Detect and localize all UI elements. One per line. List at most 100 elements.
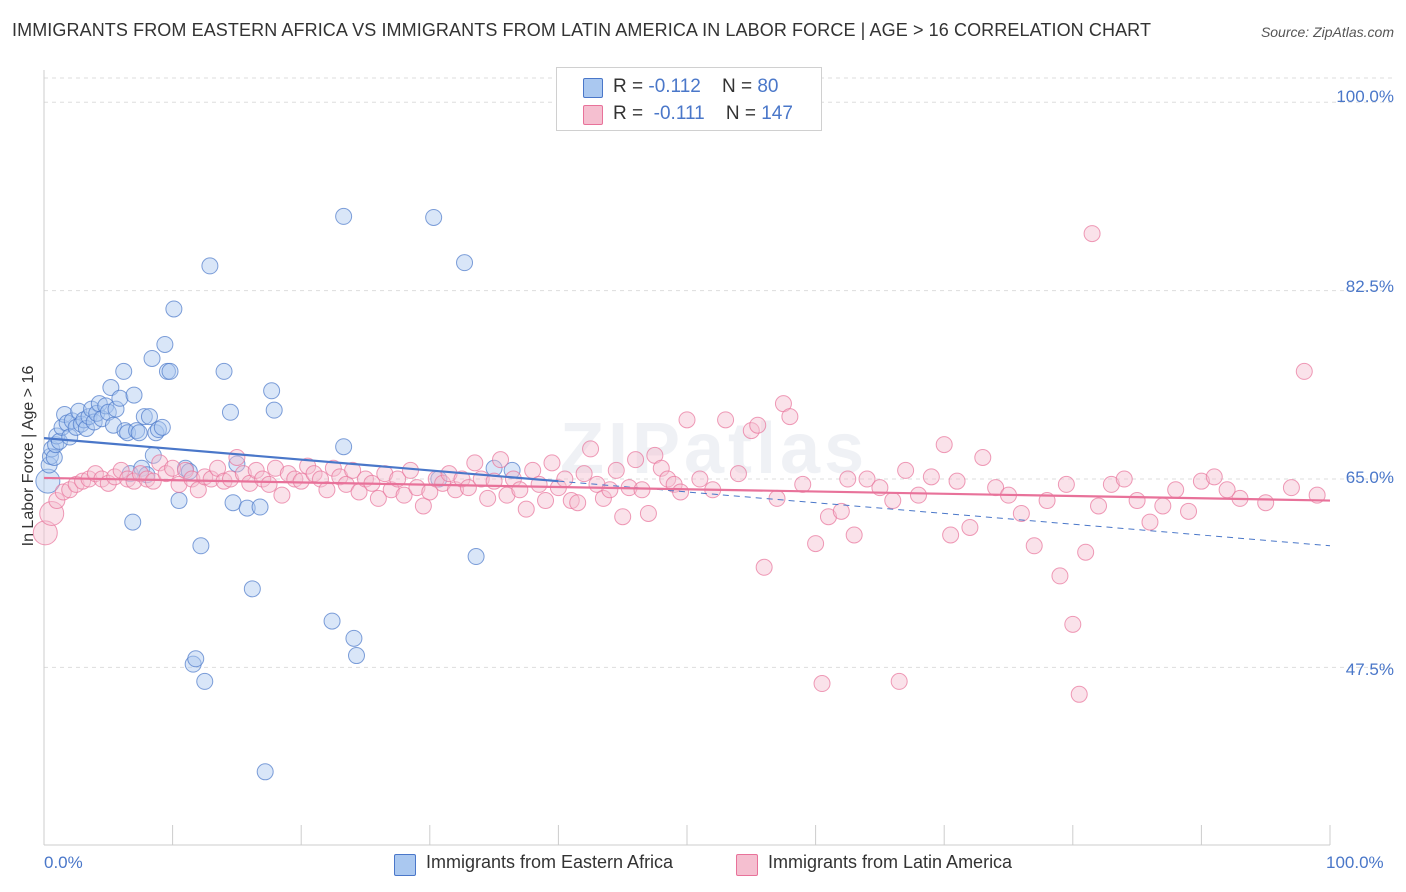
latin-america-point: [247, 461, 265, 479]
legend-label: Immigrants from Latin America: [768, 852, 1013, 872]
eastern-africa-point: [50, 432, 68, 450]
latin-america-point: [292, 472, 310, 490]
eastern-africa-point: [456, 254, 474, 272]
eastern-africa-point: [35, 468, 61, 494]
eastern-africa-point: [161, 362, 179, 380]
trend-line: [43, 437, 559, 483]
eastern-africa-point: [130, 424, 148, 442]
eastern-africa-point: [228, 455, 246, 473]
latin-america-point: [1012, 504, 1030, 522]
eastern-africa-point: [90, 395, 108, 413]
latin-america-point: [369, 489, 387, 507]
latin-america-point: [942, 526, 960, 544]
latin-america-point: [459, 479, 477, 497]
latin-america-point: [1051, 567, 1069, 585]
latin-america-point: [890, 672, 908, 690]
latin-america-point: [909, 486, 927, 504]
eastern-africa-point: [70, 402, 88, 420]
eastern-africa-point: [196, 672, 214, 690]
eastern-africa-point: [201, 257, 219, 275]
latin-america-point: [582, 440, 600, 458]
trend-line: [43, 476, 1331, 502]
latin-america-point: [749, 416, 767, 434]
eastern-africa-point: [323, 612, 341, 630]
eastern-africa-point: [467, 548, 485, 566]
latin-america-point: [691, 470, 709, 488]
legend-label: Immigrants from Eastern Africa: [426, 852, 674, 872]
latin-america-point: [678, 411, 696, 429]
latin-america-point: [402, 461, 420, 479]
latin-america-point: [819, 508, 837, 526]
latin-america-point: [176, 461, 194, 479]
legend-stats: R = -0.112 N = 80: [613, 76, 779, 97]
eastern-africa-point: [221, 403, 239, 421]
latin-america-point: [781, 408, 799, 426]
latin-america-point: [562, 492, 580, 510]
latin-america-point: [543, 454, 561, 472]
series-legend: Immigrants from Eastern Africa Immigrant…: [394, 852, 1054, 876]
eastern-africa-point: [156, 335, 174, 353]
latin-america-point: [106, 468, 124, 486]
latin-america-point: [324, 459, 342, 477]
eastern-africa-point: [153, 418, 171, 436]
eastern-africa-point: [215, 362, 233, 380]
y-tick-label: 47.5%: [1345, 660, 1394, 679]
latin-america-point: [575, 465, 593, 483]
latin-america-point: [652, 459, 670, 477]
latin-america-point: [974, 449, 992, 466]
latin-america-point: [1141, 513, 1159, 531]
eastern-africa-point: [165, 300, 183, 318]
latin-america-point: [639, 504, 657, 522]
pink-swatch-icon: [736, 854, 758, 876]
latin-america-point: [633, 481, 651, 499]
eastern-africa-point: [116, 422, 134, 440]
eastern-africa-point: [425, 208, 443, 226]
latin-america-point: [755, 558, 773, 576]
latin-america-point: [144, 472, 162, 490]
latin-america-point: [961, 518, 979, 536]
latin-america-point: [395, 486, 413, 504]
eastern-africa-point: [187, 650, 205, 668]
latin-america-point: [1090, 497, 1108, 515]
latin-america-point: [1180, 502, 1198, 520]
eastern-africa-point: [263, 382, 281, 400]
eastern-africa-point: [111, 389, 129, 407]
latin-america-point: [832, 502, 850, 520]
latin-america-point: [517, 500, 535, 518]
blue-swatch-icon: [583, 78, 603, 98]
latin-america-point: [768, 489, 786, 507]
latin-america-point: [266, 459, 284, 477]
latin-america-point: [948, 472, 966, 490]
latin-america-point: [453, 470, 471, 488]
y-tick-label: 100.0%: [1336, 87, 1394, 106]
latin-america-point: [1192, 472, 1210, 490]
latin-america-point: [1057, 475, 1075, 493]
eastern-africa-point: [192, 537, 210, 555]
eastern-africa-point: [224, 494, 242, 512]
trend-line-extrapolated: [558, 480, 1331, 547]
latin-america-point: [1115, 470, 1133, 488]
latin-america-point: [151, 454, 169, 472]
latin-america-point: [54, 483, 72, 501]
latin-america-point: [1295, 362, 1313, 380]
eastern-africa-point: [170, 492, 188, 510]
latin-america-point: [48, 492, 66, 510]
latin-america-point: [1083, 225, 1101, 243]
latin-america-point: [569, 494, 587, 512]
x-tick-label: 0.0%: [44, 853, 83, 872]
latin-america-point: [556, 470, 574, 488]
latin-america-point: [858, 470, 876, 488]
eastern-africa-point: [265, 401, 283, 419]
blue-swatch-icon: [394, 854, 416, 876]
source-label: Source: ZipAtlas.com: [1260, 24, 1394, 40]
latin-america-point: [839, 470, 857, 488]
latin-america-point: [1128, 492, 1146, 510]
correlation-legend: R = -0.112 N = 80 R = -0.111 N = 147: [556, 67, 822, 131]
eastern-africa-point: [335, 207, 353, 225]
latin-america-point: [717, 411, 735, 429]
latin-america-point: [479, 489, 497, 507]
eastern-africa-point: [335, 438, 353, 456]
latin-america-point: [39, 500, 65, 526]
latin-america-point: [1025, 537, 1043, 555]
